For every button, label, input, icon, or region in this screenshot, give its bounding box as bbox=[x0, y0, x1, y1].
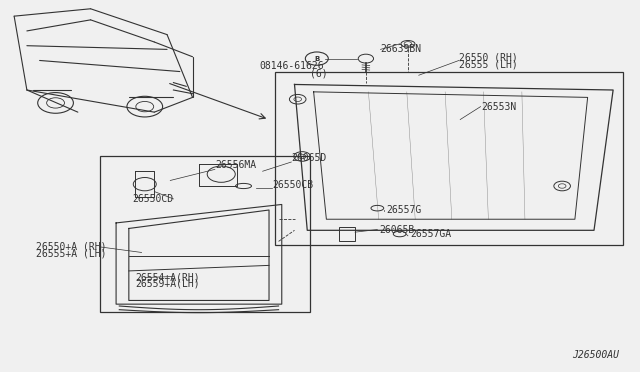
Text: 26065D: 26065D bbox=[291, 153, 326, 163]
Text: 26065B: 26065B bbox=[380, 225, 415, 235]
Text: 26553N: 26553N bbox=[481, 102, 516, 112]
Text: 26555+A (LH): 26555+A (LH) bbox=[36, 248, 107, 259]
Text: 26557GA: 26557GA bbox=[410, 229, 452, 239]
Bar bbox=[275, 71, 623, 245]
Text: B: B bbox=[314, 56, 319, 62]
Text: 26555 (LH): 26555 (LH) bbox=[459, 59, 518, 69]
Text: (6): (6) bbox=[310, 68, 328, 78]
Bar bbox=[100, 157, 310, 311]
Text: 26556MA: 26556MA bbox=[215, 160, 256, 170]
Text: 26559+A(LH): 26559+A(LH) bbox=[135, 279, 200, 288]
Text: 08146-61626: 08146-61626 bbox=[260, 61, 324, 71]
Text: 26550 (RH): 26550 (RH) bbox=[459, 53, 518, 63]
Text: 26557G: 26557G bbox=[387, 205, 422, 215]
Bar bbox=[339, 227, 355, 241]
Text: 26639BN: 26639BN bbox=[381, 44, 422, 54]
Text: 26550CD: 26550CD bbox=[132, 194, 173, 204]
Text: 26550+A (RH): 26550+A (RH) bbox=[36, 242, 107, 252]
Text: 26554+A(RH): 26554+A(RH) bbox=[135, 273, 200, 283]
Text: 26550CB: 26550CB bbox=[272, 180, 314, 190]
Text: J26500AU: J26500AU bbox=[573, 350, 620, 359]
